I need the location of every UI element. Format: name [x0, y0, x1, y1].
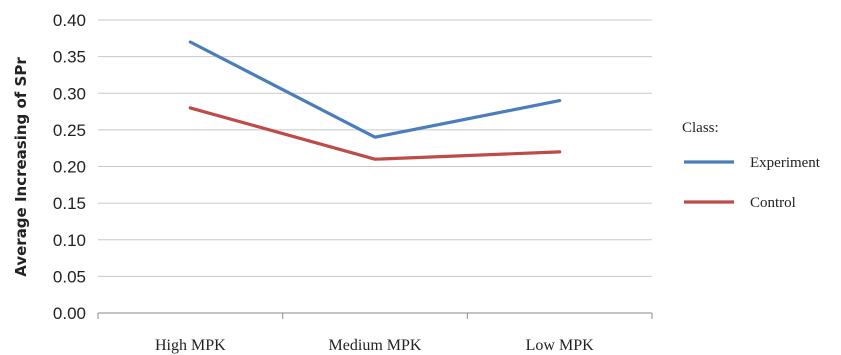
y-axis-ticks: 0.00 0.05 0.10 0.15 0.20 0.25 0.30 0.35 0.40: [53, 11, 86, 323]
x-tick-label: Low MPK: [526, 337, 594, 354]
y-tick-label: 0.00: [53, 304, 86, 323]
data-series: [188, 40, 562, 161]
legend: Class: Experiment Control: [682, 120, 821, 211]
x-axis: [97, 312, 653, 319]
x-tick-label: Medium MPK: [329, 337, 422, 354]
y-tick-label: 0.15: [53, 194, 86, 213]
y-tick-label: 0.10: [53, 231, 86, 250]
x-axis-tick-labels: High MPK Medium MPK Low MPK: [155, 337, 594, 354]
series-line-experiment: [188, 40, 562, 139]
legend-label-experiment: Experiment: [750, 155, 821, 171]
y-tick-label: 0.35: [53, 48, 86, 67]
y-tick-label: 0.30: [53, 84, 86, 103]
y-tick-label: 0.25: [53, 121, 86, 140]
series-line-control: [188, 106, 562, 161]
y-tick-label: 0.40: [53, 11, 86, 30]
legend-title: Class:: [682, 120, 719, 136]
y-tick-label: 0.05: [53, 267, 86, 286]
gridlines: [98, 19, 652, 277]
legend-label-control: Control: [750, 195, 796, 211]
x-tick-label: High MPK: [155, 337, 226, 354]
y-axis-label: Average Increasing of SPr: [12, 57, 30, 277]
y-tick-label: 0.20: [53, 158, 86, 177]
